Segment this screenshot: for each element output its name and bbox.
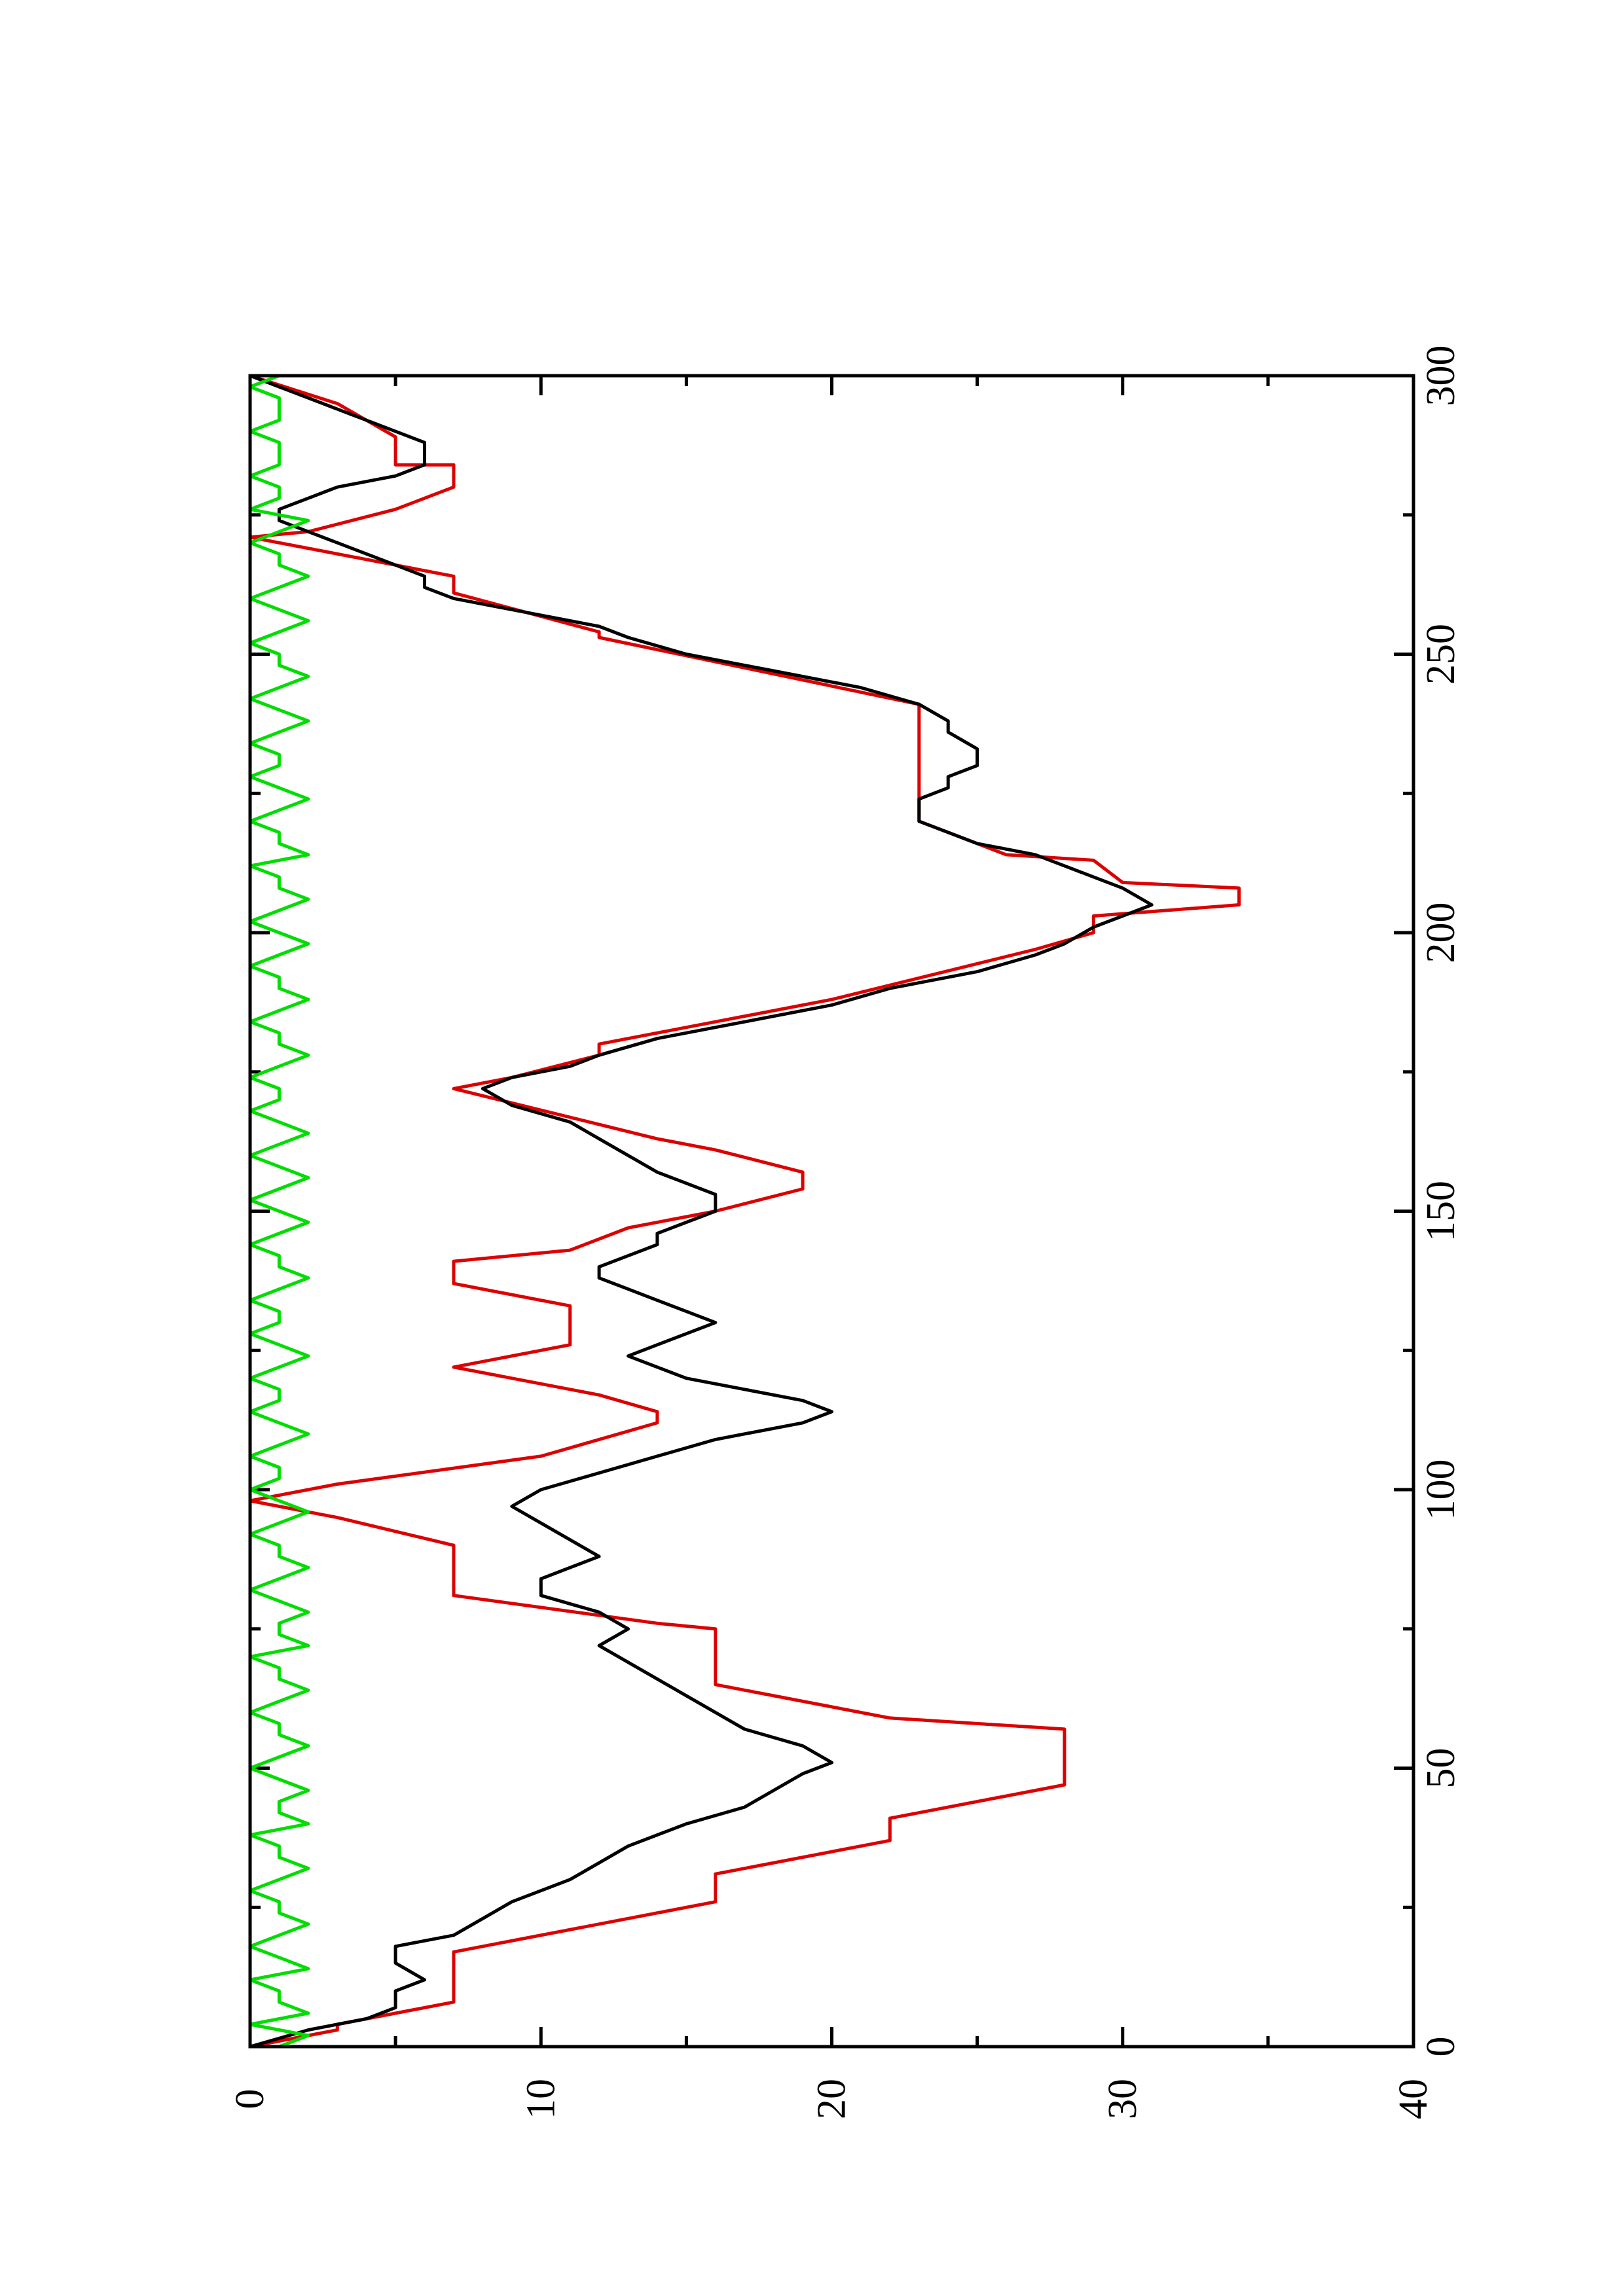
x-tick-label: 0 (1419, 2037, 1463, 2057)
y-tick-label: 40 (1391, 2079, 1436, 2119)
tick-labels: 0 50 100 150 200 250 300 0 10 20 30 40 (228, 346, 1463, 2120)
y-tick-label: 20 (810, 2079, 854, 2119)
x-tick-label: 150 (1419, 1181, 1463, 1242)
series-red-line (248, 374, 1241, 2049)
x-tick-label: 300 (1419, 346, 1463, 406)
y-tick-label: 10 (519, 2079, 563, 2119)
y-tick-label: 30 (1101, 2079, 1145, 2119)
x-tick-label: 100 (1419, 1460, 1463, 1520)
series-black-line (248, 374, 1154, 2049)
x-tick-label: 50 (1419, 1748, 1463, 1789)
x-tick-label: 250 (1419, 624, 1463, 685)
y-tick-label: 0 (228, 2089, 272, 2109)
x-tick-label: 200 (1419, 903, 1463, 963)
plot-frame (248, 374, 1415, 2049)
